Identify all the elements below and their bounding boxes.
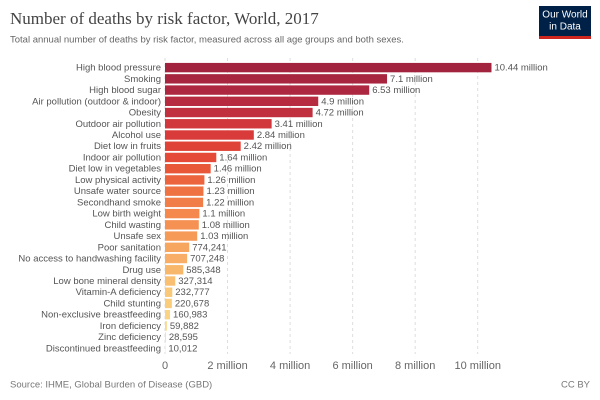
y-tick-label: Low birth weight <box>92 209 161 220</box>
value-label: 585,348 <box>186 265 220 276</box>
y-tick-label: Unsafe water source <box>74 186 161 197</box>
value-label: 6.53 million <box>372 85 420 96</box>
bar <box>165 220 199 230</box>
bar <box>165 163 211 174</box>
bar <box>165 119 272 129</box>
bar <box>165 321 167 331</box>
value-label: 1.23 million <box>206 186 254 197</box>
value-label: 2.84 million <box>257 130 305 141</box>
bar <box>165 197 204 208</box>
y-tick-label: Secondhand smoke <box>77 197 161 208</box>
value-label: 1.1 million <box>202 209 245 220</box>
value-label: 1.22 million <box>206 197 254 208</box>
bar <box>165 141 241 151</box>
y-tick-label: Obesity <box>129 108 161 119</box>
y-tick-label: Zinc deficiency <box>98 332 161 343</box>
logo-box <box>539 6 591 38</box>
y-tick-label: Diet low in fruits <box>94 141 161 152</box>
bar <box>165 175 205 185</box>
logo-underline <box>539 36 591 39</box>
bar <box>165 231 198 241</box>
bar <box>165 242 190 253</box>
bar <box>165 253 188 264</box>
chart-subtitle: Total annual number of deaths by risk fa… <box>10 35 404 46</box>
bar <box>165 208 200 219</box>
value-label: 2.42 million <box>244 141 292 152</box>
bar <box>165 74 388 84</box>
y-tick-label: Alcohol use <box>112 130 161 141</box>
x-tick-label: 8 million <box>395 360 435 372</box>
chart-title: Number of deaths by risk factor, World, … <box>10 9 319 28</box>
y-tick-label: Low physical activity <box>75 175 161 186</box>
bar <box>165 298 172 309</box>
value-label: 327,314 <box>178 276 212 287</box>
bar <box>165 130 254 140</box>
bar <box>165 186 204 196</box>
x-tick-label: 6 million <box>332 360 372 372</box>
value-label: 220,678 <box>175 298 209 309</box>
bar <box>165 332 166 342</box>
value-label: 707,248 <box>190 254 224 265</box>
logo-text: in Data <box>549 22 581 33</box>
y-tick-label: Iron deficiency <box>100 321 162 332</box>
logo-text: Our World <box>542 10 587 21</box>
x-tick-label: 0 <box>162 360 168 372</box>
value-label: 7.1 million <box>390 74 433 85</box>
value-label: 10.44 million <box>494 63 547 74</box>
value-label: 1.64 million <box>219 152 267 163</box>
bar <box>165 265 184 275</box>
value-label: 160,983 <box>173 310 207 321</box>
y-tick-label: Smoking <box>124 74 161 85</box>
source: Source: IHME, Global Burden of Disease (… <box>10 380 212 391</box>
y-tick-label: Outdoor air pollution <box>75 119 161 130</box>
y-tick-label: Discontinued breastfeeding <box>46 343 161 354</box>
y-tick-label: No access to handwashing facility <box>18 254 161 265</box>
value-label: 4.72 million <box>316 108 364 119</box>
y-tick-label: Child stunting <box>103 298 161 309</box>
bar <box>165 152 217 163</box>
value-label: 1.46 million <box>214 164 262 175</box>
x-tick-label: 10 million <box>454 360 500 372</box>
x-tick-label: 4 million <box>270 360 310 372</box>
value-label: 1.03 million <box>200 231 248 242</box>
y-tick-label: Diet low in vegetables <box>69 164 162 175</box>
value-label: 3.41 million <box>275 119 323 130</box>
y-tick-label: Child wasting <box>105 220 162 231</box>
x-tick-label: 2 million <box>207 360 247 372</box>
value-label: 232,777 <box>175 287 209 298</box>
y-tick-label: Low bone mineral density <box>53 276 161 287</box>
value-label: 10,012 <box>168 343 197 354</box>
y-tick-label: Drug use <box>122 265 161 276</box>
bar <box>165 96 319 107</box>
value-label: 4.9 million <box>321 96 364 107</box>
value-label: 28,595 <box>169 332 198 343</box>
y-tick-label: High blood sugar <box>89 85 161 96</box>
y-tick-label: Non-exclusive breastfeeding <box>41 310 161 321</box>
license: CC BY <box>561 380 591 391</box>
bar <box>165 107 313 118</box>
value-label: 1.08 million <box>202 220 250 231</box>
y-tick-label: Unsafe sex <box>113 231 161 242</box>
bar <box>165 287 173 297</box>
y-tick-label: Vitamin-A deficiency <box>76 287 162 298</box>
value-label: 774,241 <box>192 242 226 253</box>
bar <box>165 309 171 320</box>
bar <box>165 62 492 73</box>
y-tick-label: Air pollution (outdoor & indoor) <box>32 96 161 107</box>
bar <box>165 276 176 286</box>
y-tick-label: Poor sanitation <box>98 242 161 253</box>
value-label: 59,882 <box>170 321 199 332</box>
bar <box>165 85 370 95</box>
y-tick-label: Indoor air pollution <box>83 152 161 163</box>
value-label: 1.26 million <box>207 175 255 186</box>
y-tick-label: High blood pressure <box>76 63 161 74</box>
